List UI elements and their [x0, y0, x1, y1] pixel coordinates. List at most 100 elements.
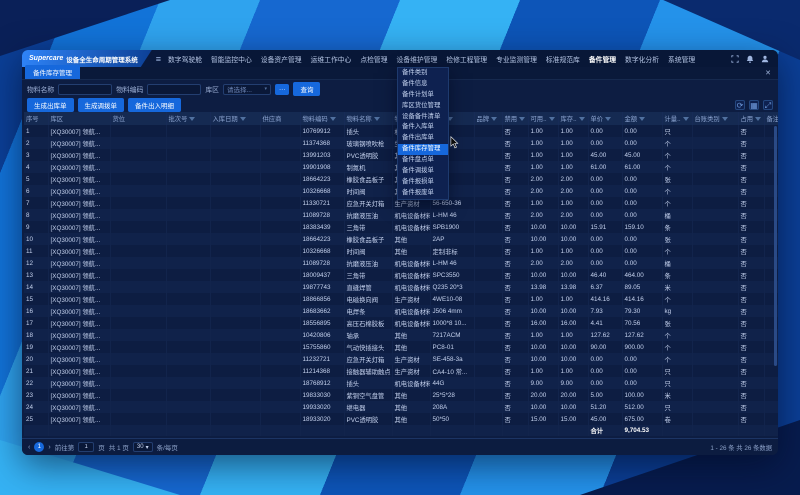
toolbar-button-2[interactable]: 备件出入明细	[128, 98, 181, 112]
zone-select[interactable]: 请选择... ▾	[222, 83, 271, 95]
main-menu-item[interactable]: 点检管理	[360, 56, 388, 64]
page-number-button[interactable]: 1	[34, 442, 45, 452]
table-row[interactable]: 20 [XQ30007] 领航... 11232721 应急开关灯箱 生产资材 SE-45…	[24, 353, 778, 365]
table-row[interactable]: 18 [XQ30007] 领航... 10420806 轴承 其他 7217ACM 否 1.0…	[24, 329, 778, 341]
filter-icon[interactable]	[447, 117, 454, 122]
column-header-7[interactable]: 物料名称	[344, 112, 393, 125]
column-header-14[interactable]: 单价	[588, 112, 623, 125]
filter-icon[interactable]	[578, 117, 585, 122]
next-page-icon[interactable]: ›	[48, 443, 51, 451]
column-header-18[interactable]: 占用	[738, 112, 765, 125]
filter-icon[interactable]	[755, 117, 762, 122]
page-size-select[interactable]: 30 ▾	[132, 442, 153, 452]
main-menu-item[interactable]: 运维工作中心	[310, 56, 352, 64]
filter-icon[interactable]	[189, 117, 196, 122]
dropdown-item[interactable]: 设备备件清单	[402, 112, 441, 120]
column-header-0[interactable]: 序号	[24, 112, 49, 125]
search-button[interactable]: 查询	[293, 82, 321, 96]
column-header-10[interactable]: 品牌	[474, 112, 503, 125]
table-row[interactable]: 12 [XQ30007] 领航... 11089728 抗磨液压油 机电设备材料 L-HM…	[24, 257, 778, 269]
tab-spare-inventory[interactable]: 备件库存管理	[25, 65, 80, 79]
main-menu-item[interactable]: 智能监控中心	[211, 56, 252, 64]
column-header-19[interactable]: 备注	[764, 112, 778, 125]
goto-page-input[interactable]	[78, 442, 95, 452]
dropdown-item[interactable]: 备件入库单	[402, 123, 434, 131]
column-header-12[interactable]: 可用..	[528, 112, 559, 125]
column-header-3[interactable]: 批次号	[166, 112, 211, 125]
prev-page-icon[interactable]: ‹	[28, 443, 31, 451]
user-avatar-icon[interactable]	[760, 54, 769, 63]
table-row[interactable]: 11 [XQ30007] 领航... 10326668 时间阀 其他 定制非标否 1.00 1…	[24, 245, 778, 257]
filter-icon[interactable]	[519, 117, 526, 122]
table-row[interactable]: 16 [XQ30007] 领航... 18683662 电焊条 机电设备材料 J506 4…	[24, 305, 778, 317]
toolbar-button-0[interactable]: 生成出库单	[27, 98, 74, 112]
table-row[interactable]: 14 [XQ30007] 领航... 19877743 直缝焊管 机电设备材料 Q235 …	[24, 281, 778, 293]
column-settings-icon[interactable]: ▦	[749, 100, 759, 110]
table-row[interactable]: 2[XQ30007] 领航...11374368玻璃钢喷吹枪生产资材否1.001…	[24, 137, 778, 149]
dropdown-item[interactable]: 备件报废单	[402, 188, 434, 196]
table-row[interactable]: 8 [XQ30007] 领航... 11089728 抗磨液压油 机电设备材料 L-HM …	[24, 209, 778, 221]
expand-icon[interactable]: ⤢	[763, 100, 773, 110]
dropdown-item[interactable]: 库区货位管理	[402, 101, 441, 109]
table-row[interactable]: 25 [XQ30007] 领航... 18933020 PVC透明胶 其他 50*50 否 1…	[24, 413, 778, 425]
table-row[interactable]: 19 [XQ30007] 领航... 15755860 气动快插接头 其他 PC8-01 否…	[24, 341, 778, 353]
column-header-16[interactable]: 计量..	[662, 112, 693, 125]
dropdown-item[interactable]: 备件盘点单	[402, 156, 434, 164]
column-header-15[interactable]: 金额	[622, 112, 663, 125]
vertical-scrollbar[interactable]	[774, 126, 777, 366]
table-row[interactable]: 15 [XQ30007] 领航... 18866856 电磁换向阀 生产资材 4WE10-…	[24, 293, 778, 305]
material-name-input[interactable]	[58, 83, 113, 95]
filter-icon[interactable]	[373, 117, 380, 122]
main-menu-item[interactable]: 专业监测管理	[496, 56, 537, 64]
column-header-1[interactable]: 库区	[48, 112, 111, 125]
table-row[interactable]: 13 [XQ30007] 领航... 18009437 三角带 机电设备材料 SPC355…	[24, 269, 778, 281]
main-menu-item[interactable]: 标准规范库	[545, 56, 580, 64]
column-header-11[interactable]: 禁用	[502, 112, 529, 125]
filter-icon[interactable]	[721, 117, 728, 122]
column-header-2[interactable]: 货位	[110, 112, 167, 125]
dropdown-item[interactable]: 备件信息	[402, 79, 428, 87]
fullscreen-icon[interactable]	[730, 54, 739, 63]
filter-icon[interactable]	[605, 117, 612, 122]
main-menu-item[interactable]: 系统管理	[668, 56, 696, 64]
dropdown-item[interactable]: 备件出库单	[402, 134, 434, 142]
column-header-5[interactable]: 供应商	[260, 112, 301, 125]
filter-icon[interactable]	[491, 117, 498, 122]
table-row[interactable]: 1[XQ30007] 领航...10769912插头机电设备材料否1.001.0…	[24, 125, 778, 137]
material-code-input[interactable]	[147, 83, 202, 95]
more-filters-button[interactable]: ···	[274, 83, 290, 95]
hamburger-menu-icon[interactable]: ≡	[155, 53, 162, 64]
filter-icon[interactable]	[639, 117, 646, 122]
filter-icon[interactable]	[239, 117, 246, 122]
close-icon[interactable]: ✕	[765, 70, 771, 77]
bell-icon[interactable]	[745, 54, 754, 63]
dropdown-item[interactable]: 备件报损单	[402, 177, 434, 185]
column-header-6[interactable]: 物料编码	[300, 112, 345, 125]
table-row[interactable]: 17 [XQ30007] 领航... 18556895 高压石棉胶板 机电设备材料 100…	[24, 317, 778, 329]
dropdown-item-active[interactable]: 备件库存管理	[398, 144, 448, 156]
filter-icon[interactable]	[682, 117, 689, 122]
toolbar-button-1[interactable]: 生成调拨单	[77, 98, 124, 112]
main-menu-item[interactable]: 设备维护管理	[396, 56, 438, 64]
dropdown-item[interactable]: 备件调拨单	[402, 167, 434, 175]
filter-icon[interactable]	[548, 117, 555, 122]
column-header-4[interactable]: 入库日期	[210, 112, 261, 125]
column-header-17[interactable]: 台账类别	[692, 112, 739, 125]
table-row[interactable]: 9 [XQ30007] 领航... 18383439 三角带 机电设备材料 SPB1900…	[24, 221, 778, 233]
table-row[interactable]: 5[XQ30007] 领航...18664223橡胶食品板子其他否2.002.0…	[24, 173, 778, 185]
refresh-icon[interactable]: ⟳	[735, 100, 745, 110]
table-row[interactable]: 10 [XQ30007] 领航... 18664223 橡胶食品板子 其他 2AP 否 10.…	[24, 233, 778, 245]
filter-icon[interactable]	[329, 117, 336, 122]
dropdown-item[interactable]: 备件类别	[402, 69, 428, 76]
table-row[interactable]: 21 [XQ30007] 领航... 11214368 接触器辅助触点 生产资材 CA4-…	[24, 365, 778, 377]
main-menu-item[interactable]: 数字驾驶舱	[168, 56, 202, 64]
dropdown-item[interactable]: 备件计划单	[402, 90, 434, 98]
column-header-13[interactable]: 库存..	[558, 112, 589, 125]
table-row[interactable]: 22 [XQ30007] 领航... 18768912 插头 机电设备材料 44G 否 9.0…	[24, 377, 778, 389]
main-menu-item[interactable]: 检修工程管理	[446, 56, 488, 64]
main-menu-item-active[interactable]: 备件管理	[589, 54, 616, 64]
main-menu-item[interactable]: 设备资产管理	[260, 56, 302, 64]
table-row[interactable]: 23 [XQ30007] 领航... 19833030 紫铜空气盘管 其他 25*5*28…	[24, 389, 778, 401]
table-row[interactable]: 24 [XQ30007] 领航... 19933020 继电器 其他 208A 否 10.00…	[24, 401, 778, 413]
main-menu-item[interactable]: 数字化分析	[625, 56, 660, 64]
